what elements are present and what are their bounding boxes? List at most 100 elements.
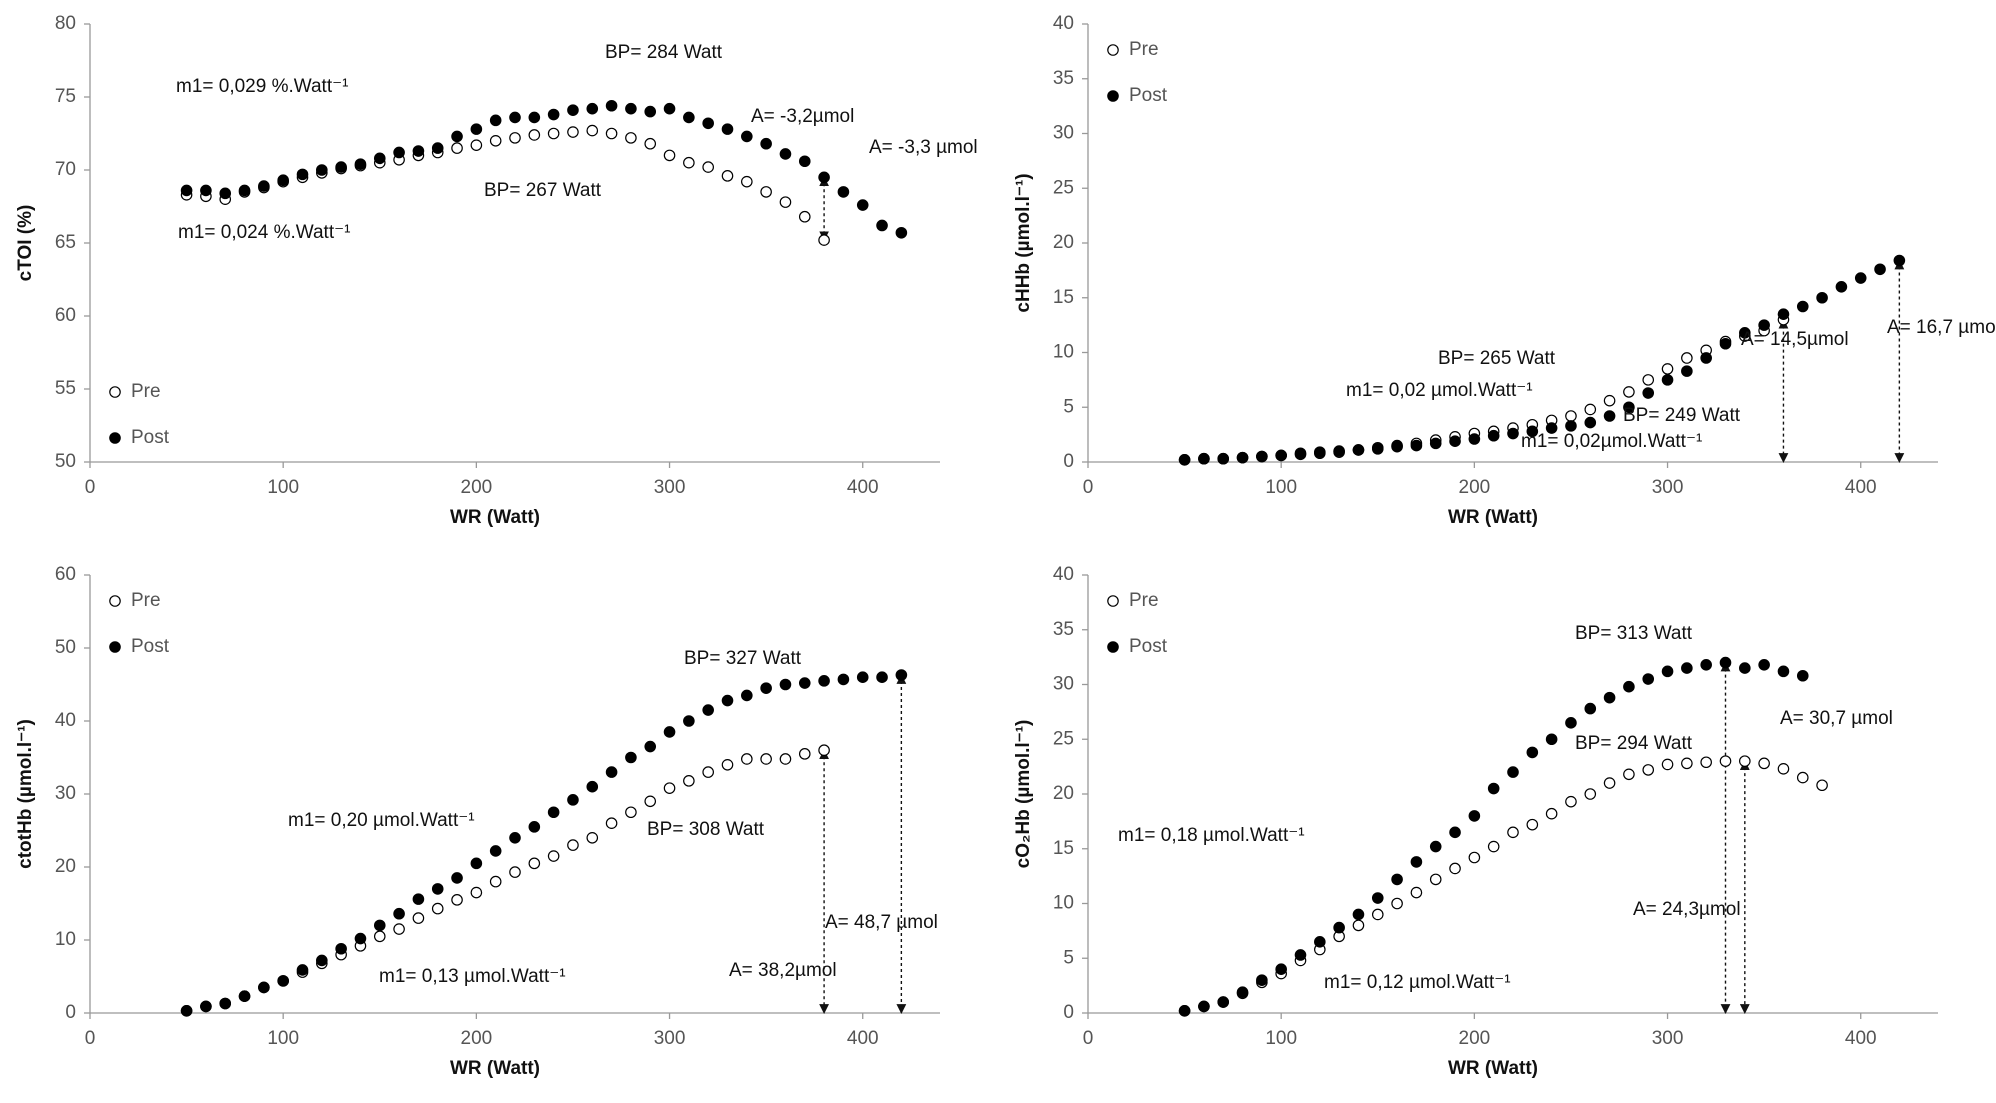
data-point — [1758, 658, 1770, 671]
data-point — [683, 156, 695, 169]
data-point — [567, 839, 579, 851]
x-tick-label: 100 — [1265, 477, 1297, 498]
data-point — [1487, 782, 1500, 795]
x-tick-label: 0 — [85, 1028, 96, 1049]
data-point — [470, 886, 483, 899]
data-point — [779, 678, 792, 691]
data-point — [1352, 908, 1365, 921]
data-point — [1796, 771, 1809, 784]
data-point — [354, 932, 367, 945]
data-point — [547, 108, 560, 121]
data-point — [1719, 656, 1732, 669]
data-point — [1526, 818, 1539, 831]
data-point — [547, 850, 560, 862]
data-point — [393, 923, 405, 935]
annotation: BP= 267 Watt — [484, 180, 602, 201]
data-point — [1429, 437, 1442, 450]
data-point — [219, 187, 232, 200]
data-point — [895, 669, 908, 681]
data-point — [1371, 908, 1384, 921]
data-point — [1391, 897, 1403, 910]
data-point — [470, 123, 483, 135]
data-point — [509, 111, 521, 124]
legend-marker — [1107, 44, 1119, 56]
data-point — [1816, 779, 1828, 792]
data-point — [412, 145, 425, 157]
data-point — [1758, 319, 1770, 331]
annotation: m1= 0,02 µmol.Watt⁻¹ — [1346, 380, 1533, 401]
y-tick-label: 40 — [1053, 564, 1074, 585]
data-point — [1623, 386, 1635, 398]
y-tick-label: 20 — [55, 856, 76, 877]
data-point — [779, 196, 792, 208]
data-point — [605, 766, 618, 778]
data-point — [586, 831, 599, 844]
data-point — [837, 186, 850, 198]
x-tick-label: 300 — [1652, 477, 1684, 498]
data-point — [528, 129, 541, 141]
data-point — [798, 677, 811, 689]
data-point — [1294, 447, 1307, 460]
data-point — [702, 766, 714, 778]
data-point — [451, 872, 463, 884]
data-point — [1584, 416, 1597, 429]
data-point — [625, 806, 637, 819]
x-tick-label: 400 — [1845, 477, 1877, 498]
data-point — [663, 726, 676, 738]
data-point — [721, 123, 734, 135]
data-point — [1507, 766, 1519, 778]
data-point — [683, 715, 695, 727]
data-point — [547, 127, 560, 140]
data-point — [663, 782, 676, 794]
data-point — [1429, 873, 1442, 886]
y-tick-label: 0 — [1063, 1002, 1074, 1023]
data-point — [856, 199, 869, 211]
legend-label: Pre — [1129, 39, 1159, 60]
data-point — [1719, 337, 1732, 350]
annotation: A= -3,3 µmol — [869, 137, 978, 158]
data-point — [779, 148, 792, 160]
data-point — [895, 226, 908, 239]
data-point — [1275, 963, 1287, 975]
data-point — [1507, 826, 1519, 839]
y-tick-label: 70 — [55, 159, 76, 180]
y-tick-label: 55 — [55, 378, 76, 399]
y-axis-label: ctotHb (µmol.l⁻¹) — [15, 719, 36, 869]
data-point — [1661, 374, 1674, 386]
annotation: BP= 313 Watt — [1575, 623, 1693, 644]
data-point — [431, 902, 444, 915]
data-point — [296, 168, 309, 181]
data-point — [1681, 352, 1693, 364]
data-point — [760, 137, 772, 150]
data-point — [1352, 919, 1365, 932]
data-point — [1352, 444, 1365, 456]
data-point — [1700, 658, 1712, 671]
data-point — [1429, 840, 1442, 853]
annotation: m1= 0,029 %.Watt⁻¹ — [176, 76, 348, 97]
data-point — [1854, 272, 1867, 284]
data-point — [1236, 986, 1249, 998]
data-point — [702, 704, 714, 716]
data-point — [876, 219, 888, 232]
y-tick-label: 60 — [55, 564, 76, 585]
data-point — [1178, 454, 1191, 466]
data-point — [1700, 352, 1712, 364]
annotation: A= 24,3µmol — [1633, 899, 1741, 920]
data-point — [470, 857, 483, 870]
data-point — [625, 102, 637, 115]
x-tick-label: 400 — [1845, 1028, 1877, 1049]
data-point — [1449, 826, 1461, 839]
data-point — [1642, 673, 1655, 685]
y-tick-label: 35 — [1053, 619, 1074, 640]
data-point — [1256, 450, 1268, 463]
data-point — [354, 158, 367, 170]
legend-marker — [109, 432, 121, 444]
data-point — [489, 875, 502, 888]
x-axis-label: WR (Watt) — [1448, 1058, 1538, 1079]
data-point — [1526, 425, 1539, 438]
data-point — [1217, 452, 1230, 465]
data-point — [702, 117, 714, 130]
y-axis-label: cTOI (%) — [15, 205, 36, 282]
data-point — [258, 180, 270, 192]
